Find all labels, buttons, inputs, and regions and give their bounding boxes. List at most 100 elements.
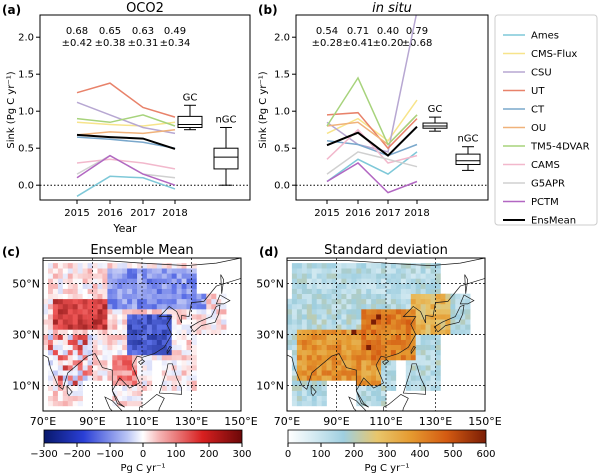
grid-cell	[336, 319, 342, 325]
grid-cell	[62, 344, 69, 351]
grid-cell	[341, 263, 347, 269]
grid-cell	[361, 344, 367, 351]
summary-spread: ±0.31	[128, 38, 159, 49]
grid-cell	[361, 314, 367, 320]
grid-cell	[420, 360, 426, 366]
grid-cell	[151, 349, 158, 356]
grid-cell	[430, 278, 436, 284]
grid-cell	[48, 390, 54, 396]
grid-cell	[390, 344, 397, 351]
grid-cell	[77, 390, 83, 396]
grid-cell	[371, 314, 377, 320]
grid-cell	[351, 339, 357, 345]
grid-cell	[122, 390, 128, 396]
grid-cell	[395, 344, 402, 351]
grid-cell	[127, 375, 133, 381]
coastline	[410, 346, 417, 355]
grid-cell	[296, 324, 303, 330]
grid-cell	[82, 278, 88, 284]
grid-cell	[366, 375, 372, 381]
grid-cell	[435, 314, 441, 320]
grid-cell	[191, 278, 197, 284]
legend-label: UT	[531, 86, 545, 97]
grid-cell	[306, 329, 313, 335]
grid-cell	[107, 309, 113, 315]
grid-cell	[137, 319, 143, 325]
grid-cell	[107, 334, 113, 340]
grid-cell	[142, 273, 148, 279]
grid-cell	[122, 278, 128, 284]
grid-cell	[291, 370, 298, 376]
grid-cell	[102, 334, 108, 340]
panel-c-label: (c)	[2, 245, 20, 259]
grid-cell	[376, 390, 382, 396]
grid-cell	[191, 349, 197, 356]
grid-cell	[156, 329, 163, 335]
colorbar-tick-label: 500	[443, 449, 462, 460]
grid-cell	[151, 329, 158, 335]
grid-cell	[176, 309, 182, 315]
grid-cell	[142, 339, 148, 345]
grid-cell	[132, 349, 138, 356]
grid-cell	[450, 319, 456, 325]
grid-cell	[221, 319, 227, 325]
grid-cell	[361, 334, 367, 340]
grid-cell	[43, 298, 49, 305]
grid-cell	[331, 365, 337, 371]
summary-value: 0.40	[377, 26, 399, 37]
grid-cell	[112, 334, 118, 340]
grid-cell	[67, 395, 74, 402]
grid-cell	[52, 268, 59, 274]
grid-cell	[146, 298, 153, 305]
grid-cell	[191, 319, 197, 325]
grid-cell	[92, 344, 98, 351]
legend-item: CMS-Flux	[503, 49, 577, 60]
grid-cell	[356, 334, 362, 340]
y-tick-label: 0.5	[274, 144, 290, 155]
grid-cell	[57, 380, 64, 386]
colorbar-tick-label: 200	[344, 449, 363, 460]
grid-cell	[186, 354, 192, 361]
grid-cell	[356, 349, 362, 356]
grid-cell	[301, 309, 308, 315]
grid-cell	[186, 349, 192, 356]
grid-cell	[127, 400, 133, 407]
grid-cell	[311, 360, 318, 366]
grid-cell	[142, 268, 148, 274]
grid-cell	[405, 334, 412, 340]
grid-cell	[381, 314, 387, 320]
grid-cell	[405, 283, 412, 289]
grid-cell	[341, 303, 347, 310]
grid-cell	[450, 314, 456, 320]
grid-cell	[400, 339, 407, 345]
grid-cell	[166, 375, 173, 381]
grid-cell	[117, 309, 123, 315]
grid-cell	[87, 293, 93, 300]
grid-cell	[371, 339, 377, 345]
lon-tick-label: 130°E	[175, 415, 208, 428]
grid-cell	[301, 395, 308, 402]
lat-tick-label: 50°N	[12, 278, 40, 291]
grid-cell	[196, 314, 202, 320]
grid-cell	[316, 365, 322, 371]
grid-cell	[405, 370, 412, 376]
grid-cell	[356, 370, 362, 376]
grid-cell	[435, 288, 441, 294]
grid-cell	[48, 263, 54, 269]
grid-cell	[336, 375, 342, 381]
grid-cell	[87, 263, 93, 269]
grid-cell	[67, 354, 74, 361]
grid-cell	[291, 329, 298, 335]
grid-cell	[57, 298, 64, 305]
grid-cell	[107, 354, 113, 361]
grid-cell	[326, 370, 332, 376]
grid-cell	[410, 319, 417, 325]
grid-cell	[156, 339, 163, 345]
grid-cell	[181, 309, 187, 315]
grid-cell	[366, 329, 372, 335]
grid-cell	[450, 298, 456, 305]
grid-cell	[341, 329, 347, 335]
grid-cell	[166, 273, 173, 279]
grid-cell	[57, 278, 64, 284]
lat-tick-label: 10°N	[256, 380, 284, 393]
